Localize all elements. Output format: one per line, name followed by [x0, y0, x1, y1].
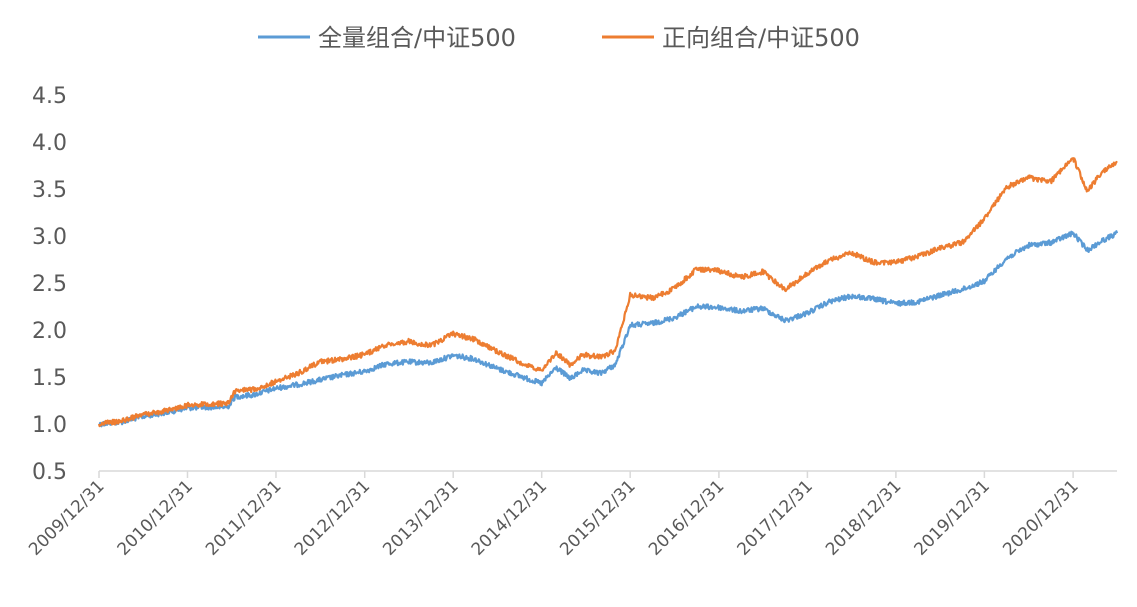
y-tick-label: 3.0: [32, 225, 67, 250]
x-tick-label: 2012/12/31: [291, 476, 374, 559]
x-tick-label: 2017/12/31: [734, 476, 817, 559]
y-tick-label: 1.5: [32, 366, 67, 391]
x-tick-label: 2011/12/31: [202, 476, 285, 559]
x-tick-label: 2010/12/31: [114, 476, 197, 559]
x-tick-label: 2019/12/31: [910, 476, 993, 559]
series-line-full-portfolio: [98, 230, 1119, 428]
y-tick-label: 0.5: [32, 460, 67, 485]
x-tick-label: 2013/12/31: [379, 476, 462, 559]
y-tick-label: 3.5: [32, 178, 67, 203]
plot-area: [97, 157, 1119, 428]
x-tick-label: 2020/12/31: [999, 476, 1082, 559]
y-tick-label: 4.5: [32, 84, 67, 109]
y-tick-label: 2.5: [32, 272, 67, 297]
y-tick-label: 2.0: [32, 319, 67, 344]
x-axis-ticks: 2009/12/31 2010/12/31 2011/12/31 2012/12/31…: [25, 471, 1083, 560]
y-tick-label: 1.0: [32, 413, 67, 438]
legend-label-positive-portfolio: 正向组合/中证500: [662, 24, 860, 52]
x-tick-label: 2018/12/31: [822, 476, 905, 559]
x-tick-label: 2014/12/31: [468, 476, 551, 559]
series-line-positive-portfolio: [97, 157, 1118, 428]
x-tick-label: 2015/12/31: [556, 476, 639, 559]
y-axis-ticks: 0.5 1.0 1.5 2.0 2.5 3.0 3.5 4.0 4.5: [32, 84, 67, 485]
legend: 全量组合/中证500 正向组合/中证500: [258, 24, 860, 52]
legend-label-full-portfolio: 全量组合/中证500: [318, 24, 516, 52]
y-tick-label: 4.0: [32, 131, 67, 156]
x-tick-label: 2016/12/31: [645, 476, 728, 559]
x-tick-label: 2009/12/31: [25, 476, 108, 559]
